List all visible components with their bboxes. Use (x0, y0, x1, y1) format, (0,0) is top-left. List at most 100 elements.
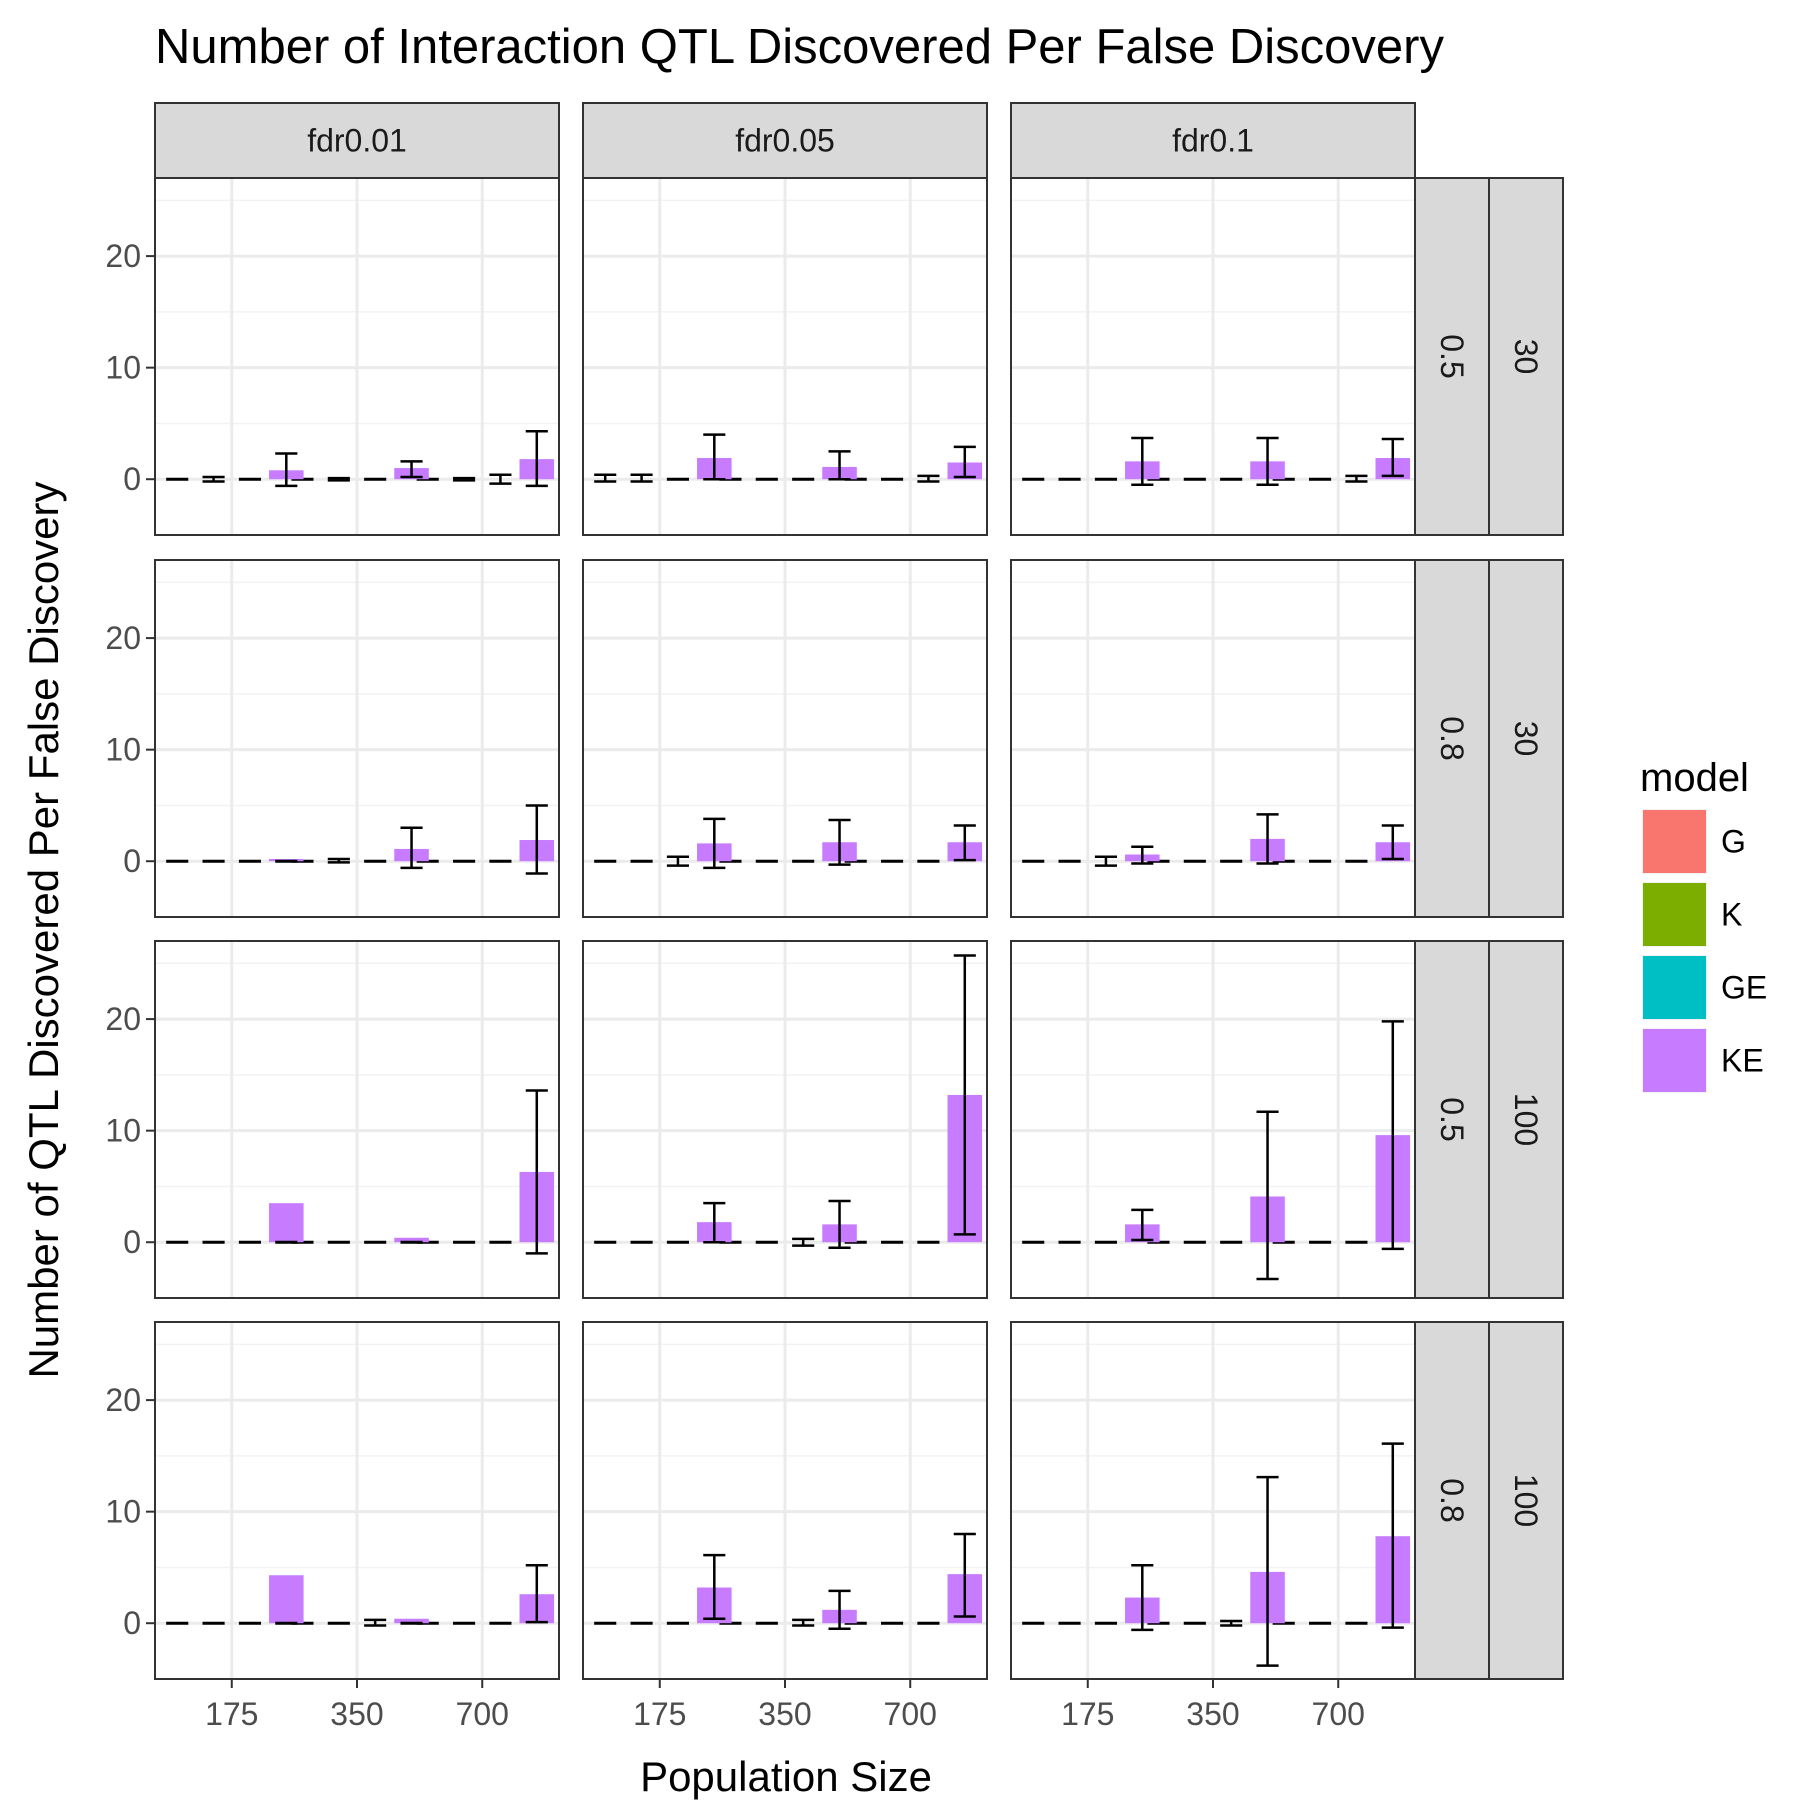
error-bar-KE (953, 1532, 976, 1618)
error-bar-KE (1256, 1110, 1279, 1281)
error-bar-KE (703, 1553, 726, 1621)
error-bar-GE (666, 855, 689, 867)
y-tick-label: 20 (105, 238, 141, 274)
error-bar-KE (1131, 845, 1154, 865)
panel-r0-c1 (582, 177, 988, 536)
x-axis-title: Population Size (640, 1753, 932, 1800)
error-bar-KE (828, 818, 851, 866)
facet-strip-label: 0.8 (1434, 1478, 1470, 1522)
facet-strip-col-1 (582, 102, 988, 179)
panel-border (582, 177, 988, 536)
error-bar-GE (1220, 1619, 1243, 1627)
error-bar-KE (525, 1089, 548, 1255)
error-bar-GE (792, 1618, 815, 1627)
error-bar-KE (1381, 1442, 1404, 1629)
y-tick-label: 0 (123, 843, 141, 879)
bar-KE-175 (269, 1203, 304, 1243)
error-bar-K (327, 857, 350, 864)
error-bar-G (594, 473, 617, 483)
facet-strip-row-3-1 (1488, 1321, 1564, 1680)
legend-item-K: K (1642, 882, 1742, 947)
error-bar-KE (828, 1199, 851, 1250)
error-bar-KE (703, 1201, 726, 1244)
bar-KE-350 (394, 1237, 429, 1243)
error-bar-KE (1131, 436, 1154, 487)
error-bar-K (630, 473, 653, 483)
facet-strip-col-2 (1010, 102, 1416, 179)
x-tick-label: 700 (1312, 1696, 1365, 1732)
error-bar-KE (953, 445, 976, 479)
error-bar-KE (1381, 1020, 1404, 1251)
facet-strip-row-0-1 (1488, 177, 1564, 536)
legend-item-G: G (1642, 809, 1746, 874)
legend-item-KE: KE (1642, 1028, 1764, 1093)
panel-border (582, 559, 988, 918)
error-bar-KE (828, 450, 851, 481)
facet-strip-label: 100 (1508, 1474, 1544, 1527)
facet-strip-row-2-1 (1488, 940, 1564, 1299)
error-bar-KE (953, 954, 976, 1236)
y-axis-title: Number of QTL Discovered Per False Disco… (20, 481, 67, 1378)
x-tick-label: 175 (1061, 1696, 1114, 1732)
legend-title: model (1640, 756, 1749, 800)
error-bar-KE (275, 452, 298, 488)
facet-strip-row-1-1 (1488, 559, 1564, 918)
error-bar-GE (792, 1237, 815, 1247)
panel-r1-c2 (1010, 559, 1416, 918)
bar-KE-175 (269, 1575, 304, 1624)
legend-label: G (1721, 824, 1746, 860)
error-bar-GE (917, 474, 940, 483)
panel-r2-c0 (154, 940, 560, 1299)
chart-title: Number of Interaction QTL Discovered Per… (155, 20, 1444, 74)
error-bar-K (327, 476, 350, 482)
facet-strip-row-3-0 (1414, 1321, 1490, 1680)
panel-r2-c1 (582, 940, 988, 1299)
error-bar-K (202, 475, 225, 483)
error-bar-KE (828, 1589, 851, 1631)
facet-strip-label: fdr0.1 (1172, 123, 1254, 159)
x-tick-label: 350 (1186, 1696, 1239, 1732)
error-bar-KE (703, 433, 726, 481)
facet-strip-label: 0.5 (1434, 1097, 1470, 1141)
facet-strip-label: 100 (1508, 1093, 1544, 1146)
error-bar-KE (1131, 1563, 1154, 1632)
panel-border (154, 559, 560, 918)
x-tick-label: 700 (456, 1696, 509, 1732)
y-tick-label: 20 (105, 620, 141, 656)
panel-border (1010, 177, 1416, 536)
error-bar-KE (1131, 1208, 1154, 1242)
facet-strip-label: 30 (1508, 339, 1544, 375)
error-bar-GE (489, 473, 512, 485)
facet-strip-label: fdr0.05 (735, 123, 835, 159)
x-tick-label: 350 (758, 1696, 811, 1732)
error-bar-KE (525, 804, 548, 875)
panel-r3-c0 (154, 1321, 560, 1680)
legend-swatch (1643, 883, 1706, 946)
panel-border (582, 940, 988, 1299)
error-bar-KE (703, 817, 726, 870)
error-bar-K (453, 476, 476, 482)
facet-strip-label: fdr0.01 (307, 123, 407, 159)
x-tick-label: 175 (205, 1696, 258, 1732)
panel-r3-c1 (582, 1321, 988, 1680)
panel-border (154, 940, 560, 1299)
error-bar-KE (525, 429, 548, 488)
error-bar-KE (400, 826, 423, 870)
facet-strip-label: 30 (1508, 721, 1544, 757)
panel-r0-c2 (1010, 177, 1416, 536)
y-tick-label: 0 (123, 1224, 141, 1260)
error-bar-KE (1256, 813, 1279, 865)
error-bar-KE (953, 824, 976, 862)
y-tick-label: 0 (123, 461, 141, 497)
y-tick-label: 10 (105, 1494, 141, 1530)
panel-r0-c0 (154, 177, 560, 536)
error-bar-KE (525, 1563, 548, 1624)
legend-label: GE (1721, 970, 1767, 1006)
panel-border (154, 177, 560, 536)
legend-label: K (1721, 897, 1742, 933)
legend-label: KE (1721, 1043, 1764, 1079)
facet-strip-label: 0.5 (1434, 334, 1470, 378)
legend-swatch (1643, 1029, 1706, 1092)
